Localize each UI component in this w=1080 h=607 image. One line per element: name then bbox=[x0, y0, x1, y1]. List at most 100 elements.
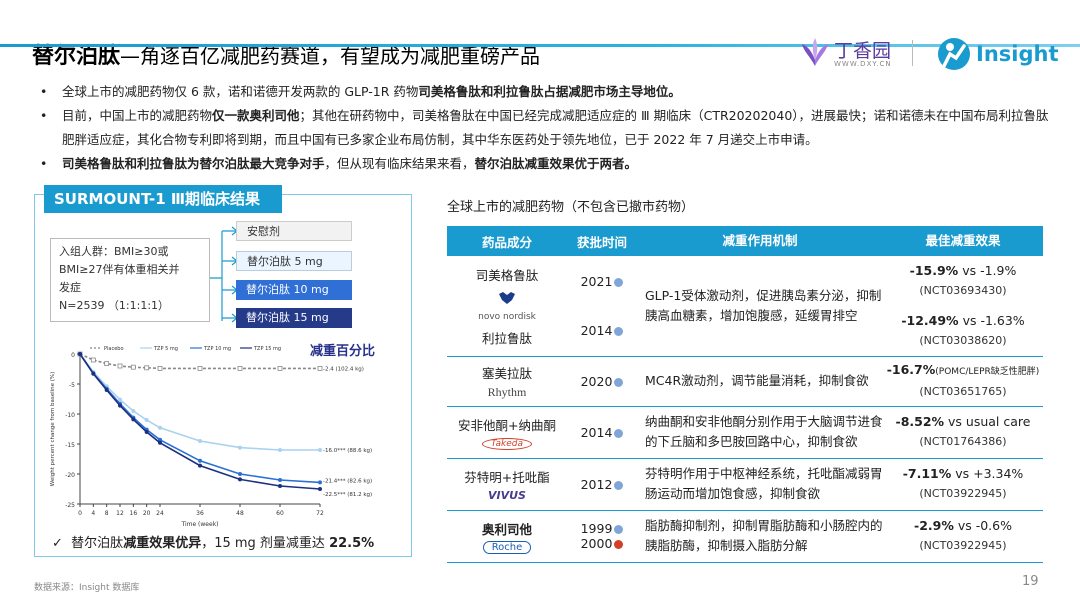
year-cell: 2020 bbox=[567, 356, 637, 407]
drug-cell: 司美格鲁肽 novo nordisk 利拉鲁肽 bbox=[447, 256, 567, 357]
bullet-bold: 司美格鲁肽和利拉鲁肽为替尔泊肽最大竞争对手 bbox=[62, 156, 325, 171]
logo-divider bbox=[912, 40, 913, 66]
bullet-item: 目前，中国上市的减肥药物仅一款奥利司他；其他在研药物中，司美格鲁肽在中国已经完成… bbox=[40, 104, 1050, 152]
surmount-tag: SURMOUNT-1 Ⅲ期临床结果 bbox=[44, 185, 282, 213]
data-point bbox=[158, 437, 162, 442]
data-point bbox=[118, 403, 122, 408]
title-subtitle: —角逐百亿减肥药赛道，有望成为减肥重磅产品 bbox=[120, 44, 541, 68]
data-point bbox=[118, 397, 122, 402]
data-point bbox=[317, 365, 323, 371]
x-tick-label: 0 bbox=[78, 510, 82, 517]
col-header: 减重作用机制 bbox=[637, 226, 883, 256]
end-value-label: -2.4 (102.4 kg) bbox=[323, 366, 364, 372]
x-axis-label: Time (week) bbox=[180, 521, 218, 528]
drug-table: 药品成分 获批时间 减重作用机制 最佳减重效果 司美格鲁肽 novo nordi… bbox=[447, 226, 1043, 563]
x-tick-label: 48 bbox=[236, 510, 244, 517]
data-point bbox=[90, 357, 96, 363]
x-tick-label: 60 bbox=[276, 510, 284, 517]
conclusion-tail: ，15 mg 剂量减重达 bbox=[201, 536, 330, 551]
data-point bbox=[158, 440, 162, 445]
drug-name: 司美格鲁肽 bbox=[475, 267, 539, 283]
efficacy-compare: vs -1.9% bbox=[958, 263, 1017, 278]
data-point bbox=[278, 478, 282, 482]
data-source: 数据来源：Insight 数据库 bbox=[34, 583, 140, 593]
year-cell: 2014 bbox=[567, 306, 637, 357]
data-point bbox=[131, 417, 136, 422]
enroll-line: N=2539 （1:1:1:1） bbox=[59, 299, 170, 312]
data-point bbox=[131, 409, 136, 413]
y-tick-label: -25 bbox=[65, 502, 75, 509]
roche-logo: Roche bbox=[482, 540, 532, 554]
x-tick-label: 24 bbox=[156, 510, 164, 517]
y-tick-label: -10 bbox=[65, 412, 75, 419]
year-cell: 2014 bbox=[567, 406, 637, 459]
enroll-line: 入组人群：BMI≥30或 bbox=[59, 245, 169, 258]
check-icon: ✓ bbox=[52, 536, 63, 551]
efficacy-cell: -12.49% vs -1.63% (NCT03038620) bbox=[883, 306, 1043, 357]
insight-mark-icon bbox=[938, 38, 970, 70]
trial-id: (NCT03922945) bbox=[919, 487, 1007, 500]
efficacy-compare: vs -1.63% bbox=[958, 312, 1025, 328]
mechanism-cell: MC4R激动剂，调节能量消耗，抑制食欲 bbox=[637, 356, 883, 407]
data-point bbox=[130, 364, 136, 370]
data-point bbox=[104, 361, 110, 367]
drug-name: 奥利司他 bbox=[481, 521, 532, 537]
data-point bbox=[318, 480, 322, 485]
china-flag-icon bbox=[614, 540, 624, 549]
dxy-logo-text: 丁香园 bbox=[834, 40, 892, 62]
data-point bbox=[237, 365, 243, 371]
legend-label: TZP 15 mg bbox=[253, 346, 281, 352]
drug-name: 利拉鲁肽 bbox=[481, 330, 532, 346]
chart-title: 减重百分比 bbox=[310, 344, 376, 359]
bullet-bold-2: 替尔泊肽减重效果优于两者。 bbox=[474, 156, 638, 171]
drug-cell: 安非他酮+纳曲酮 Takeda bbox=[447, 406, 567, 459]
data-point bbox=[318, 448, 322, 452]
approval-year: 1999 bbox=[580, 521, 613, 536]
efficacy-cell: -8.52% vs usual care (NCT01764386) bbox=[883, 406, 1043, 459]
drug-name: 塞美拉肽 bbox=[481, 365, 532, 381]
y-tick-label: -20 bbox=[65, 472, 75, 479]
table-header-row: 药品成分 获批时间 减重作用机制 最佳减重效果 bbox=[447, 226, 1043, 256]
insight-logo-text: Insight bbox=[976, 42, 1059, 66]
conclusion-value: 22.5% bbox=[329, 536, 375, 551]
arm-5mg: 替尔泊肽 5 mg bbox=[236, 251, 352, 271]
arm-placebo: 安慰剂 bbox=[236, 221, 352, 241]
dxy-logo-url: WWW.DXY.CN bbox=[834, 60, 892, 68]
legend-label: TZP 10 mg bbox=[203, 346, 231, 352]
x-tick-label: 4 bbox=[91, 510, 95, 517]
data-point bbox=[144, 430, 149, 434]
header-divider bbox=[0, 44, 1080, 47]
efficacy-cell: -7.11% vs +3.34% (NCT03922945) bbox=[883, 458, 1043, 511]
trial-id: (NCT03038620) bbox=[919, 333, 1007, 347]
series-line bbox=[79, 353, 321, 490]
bullet-text-tail: ；其他在研药物中，司美格鲁肽在中国已经完成减肥适应症的 Ⅲ 期临床（CTR202… bbox=[62, 108, 1049, 147]
data-point bbox=[277, 365, 283, 371]
bullet-item: 全球上市的减肥药物仅 6 款，诺和诺德开发两款的 GLP-1R 药物司美格鲁肽和… bbox=[40, 80, 1050, 104]
company-name: novo nordisk bbox=[478, 311, 536, 322]
efficacy-compare: (POMC/LEPR缺乏性肥胖) bbox=[935, 367, 1040, 377]
globe-icon bbox=[614, 277, 624, 287]
dxy-logo: 丁香园 WWW.DXY.CN bbox=[800, 36, 900, 72]
end-value-label: -21.4*** (82.6 kg) bbox=[323, 478, 372, 484]
table-row: 司美格鲁肽 novo nordisk 利拉鲁肽 2021 GLP-1受体激动剂，… bbox=[447, 256, 1043, 357]
page-number: 19 bbox=[1022, 574, 1039, 589]
approval-year: 2012 bbox=[580, 476, 613, 492]
approval-year: 2020 bbox=[580, 373, 613, 389]
mechanism-cell: 纳曲酮和安非他酮分别作用于大脑调节进食的下丘脑和多巴胺回路中心，抑制食欲 bbox=[637, 406, 883, 459]
trial-id: (NCT03922945) bbox=[919, 539, 1007, 552]
rhythm-logo: Rhythm bbox=[487, 384, 527, 399]
bullet-text-tail: ，但从现有临床结果来看， bbox=[324, 156, 475, 171]
data-point bbox=[78, 352, 82, 356]
drug-cell: 奥利司他 Roche bbox=[447, 510, 567, 563]
x-tick-label: 36 bbox=[196, 510, 204, 517]
data-point bbox=[158, 425, 162, 430]
data-point bbox=[197, 365, 203, 371]
data-point bbox=[278, 484, 282, 488]
dxy-flower-icon bbox=[802, 38, 828, 66]
efficacy-compare: vs usual care bbox=[944, 414, 1031, 429]
bullet-item: 司美格鲁肽和利拉鲁肽为替尔泊肽最大竞争对手，但从现有临床结果来看，替尔泊肽减重效… bbox=[40, 152, 1050, 176]
summary-bullets: 全球上市的减肥药物仅 6 款，诺和诺德开发两款的 GLP-1R 药物司美格鲁肽和… bbox=[40, 80, 1050, 176]
data-point bbox=[157, 365, 163, 371]
data-point bbox=[198, 458, 202, 463]
